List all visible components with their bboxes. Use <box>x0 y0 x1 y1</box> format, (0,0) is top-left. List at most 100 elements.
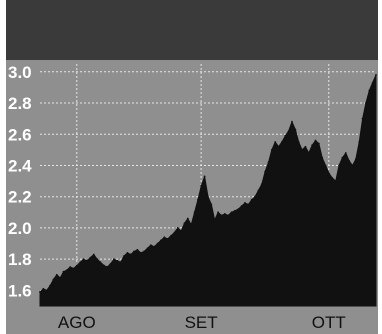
data-point <box>180 230 183 232</box>
data-point <box>358 141 361 143</box>
data-point <box>254 195 256 198</box>
data-point <box>136 248 139 251</box>
y-tick-label: 3.0 <box>8 63 32 82</box>
y-tick-label: 1.8 <box>8 250 32 269</box>
data-point <box>230 211 233 214</box>
data-point <box>361 117 364 120</box>
data-point <box>371 81 374 84</box>
data-point <box>354 158 357 161</box>
data-point <box>240 205 243 207</box>
data-point <box>314 139 317 142</box>
data-point <box>193 211 196 214</box>
x-tick-label: SET <box>185 313 218 332</box>
data-point <box>109 262 112 265</box>
data-point <box>76 264 78 267</box>
data-point <box>307 152 310 154</box>
data-point <box>277 145 280 148</box>
data-point <box>338 164 340 167</box>
data-point <box>173 231 176 234</box>
x-tick-label: OTT <box>312 313 346 332</box>
data-point <box>102 264 105 267</box>
data-point <box>217 211 219 214</box>
data-point <box>213 219 216 222</box>
data-point <box>183 222 186 225</box>
data-point <box>49 284 51 287</box>
data-point <box>287 130 290 133</box>
data-point <box>170 234 172 237</box>
data-point <box>203 175 206 178</box>
data-point <box>200 184 203 187</box>
data-point <box>291 120 293 123</box>
data-point <box>331 177 334 179</box>
data-point <box>344 152 347 154</box>
data-point <box>284 134 287 137</box>
data-point <box>160 239 162 242</box>
data-point <box>321 156 324 159</box>
data-point <box>119 261 122 264</box>
data-point <box>55 273 58 276</box>
data-point <box>123 255 125 257</box>
data-point <box>264 170 267 173</box>
data-point <box>250 198 253 201</box>
data-point <box>348 159 351 162</box>
data-point <box>62 270 65 273</box>
data-point <box>257 189 260 192</box>
data-point <box>274 141 277 143</box>
y-tick-label: 2.4 <box>8 156 32 175</box>
y-tick-label: 1.6 <box>8 281 32 300</box>
data-point <box>42 287 45 290</box>
chart-plot: 1.6 1.8 2.0 2.2 2.4 2.6 2.8 3.0 AGO SET OTT <box>6 60 378 334</box>
data-point <box>86 259 88 262</box>
data-point <box>163 236 166 239</box>
data-point <box>317 142 320 145</box>
data-point <box>52 278 55 281</box>
data-point <box>368 89 371 92</box>
data-point <box>146 247 149 250</box>
chart-header <box>6 0 378 60</box>
data-point <box>89 256 92 259</box>
x-tick-label: AGO <box>58 313 96 332</box>
data-point <box>39 291 41 293</box>
data-point <box>227 214 230 217</box>
data-point <box>59 276 62 279</box>
data-point <box>143 250 146 253</box>
y-tick-label: 2.2 <box>8 188 32 207</box>
data-point <box>301 148 303 151</box>
data-point <box>294 128 297 131</box>
data-point <box>260 183 263 186</box>
data-point <box>197 198 199 201</box>
data-point <box>244 202 246 204</box>
data-point <box>223 212 226 215</box>
data-point <box>139 252 142 254</box>
data-point <box>220 214 223 217</box>
data-point <box>186 217 189 220</box>
data-point <box>311 144 314 147</box>
data-point <box>65 269 68 271</box>
data-point <box>365 102 367 104</box>
data-point <box>341 156 344 159</box>
data-point <box>113 258 115 261</box>
data-point <box>281 141 283 143</box>
y-tick-label: 2.0 <box>8 219 32 238</box>
y-tick-label: 2.8 <box>8 94 32 113</box>
y-tick-label: 2.6 <box>8 125 32 144</box>
data-point <box>375 74 377 76</box>
data-point <box>133 250 135 253</box>
data-point <box>153 245 156 248</box>
data-point <box>237 208 240 211</box>
data-point <box>328 172 330 175</box>
data-point <box>99 261 102 264</box>
data-point <box>304 145 307 148</box>
data-point <box>176 227 179 229</box>
data-point <box>126 252 129 254</box>
data-point <box>149 244 152 247</box>
data-point <box>116 259 119 262</box>
data-point <box>82 258 85 261</box>
data-point <box>166 237 169 240</box>
series-area <box>39 74 377 307</box>
chart-frame: 1.6 1.8 2.0 2.2 2.4 2.6 2.8 3.0 AGO SET OTT <box>6 0 378 334</box>
data-point <box>270 148 273 151</box>
data-point <box>210 203 213 206</box>
data-point <box>334 180 337 182</box>
data-point <box>233 209 236 212</box>
